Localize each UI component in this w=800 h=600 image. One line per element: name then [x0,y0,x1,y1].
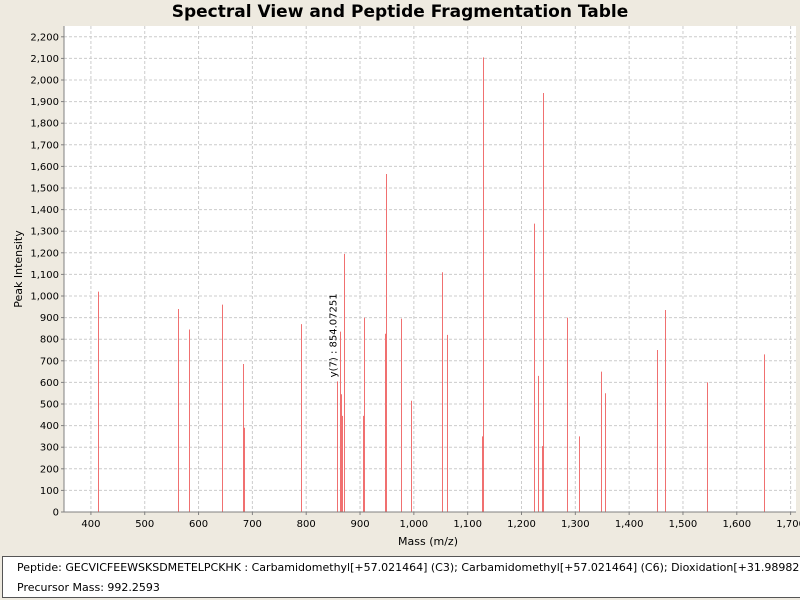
spectrum-plot: 400 500 600 700 800 900 1,000 1,100 1,200 1,300 1,… [12,26,800,548]
x-tick-label: 800 [297,519,316,530]
peak-annotations: y(7) : 854.07251 [328,293,339,377]
y-tick-label: 400 [40,421,59,432]
y-tick-label: 800 [40,335,59,346]
y-axis-ticks: 0 100 200 300 400 500 600 700 800 900 1,000 1,100 1,… [30,32,64,519]
info-panel: Peptide: GECVICFEEWSKSDMETELPCKHK : Carb… [2,556,800,598]
x-tick-label: 1,200 [507,519,536,530]
x-tick-label: 500 [135,519,154,530]
y-tick-label: 2,200 [30,32,59,43]
x-tick-label: 1,000 [400,519,429,530]
y-tick-label: 1,700 [30,140,59,151]
peak-annotation: y(7) : 854.07251 [328,293,339,377]
x-tick-label: 1,500 [669,519,698,530]
y-tick-label: 1,400 [30,205,59,216]
y-tick-label: 1,500 [30,184,59,195]
y-tick-label: 1,100 [30,270,59,281]
x-tick-label: 1,600 [722,519,751,530]
y-tick-label: 300 [40,443,59,454]
y-axis-label: Peak Intensity [12,230,25,308]
peptide-info: Peptide: GECVICFEEWSKSDMETELPCKHK : Carb… [17,561,800,574]
y-tick-label: 1,300 [30,227,59,238]
chart-title: Spectral View and Peptide Fragmentation … [171,2,629,22]
axes [63,26,796,513]
grid-lines [64,26,796,512]
y-tick-label: 1,600 [30,162,59,173]
y-tick-label: 100 [40,486,59,497]
x-tick-label: 1,400 [615,519,644,530]
y-tick-label: 2,100 [30,54,59,65]
y-tick-label: 1,000 [30,292,59,303]
x-axis-ticks: 400 500 600 700 800 900 1,000 1,100 1,200 1,300 1,… [81,512,800,530]
plot-area [64,26,796,512]
x-tick-label: 1,700 [776,519,800,530]
x-tick-label: 900 [350,519,369,530]
y-tick-label: 2,000 [30,76,59,87]
y-tick-label: 500 [40,400,59,411]
x-tick-label: 1,300 [561,519,590,530]
y-tick-label: 900 [40,313,59,324]
peak-series [98,57,765,512]
x-tick-label: 1,100 [453,519,482,530]
x-axis-label: Mass (m/z) [398,535,458,548]
x-tick-label: 700 [243,519,262,530]
y-tick-label: 0 [53,508,59,519]
x-tick-label: 400 [81,519,100,530]
y-tick-label: 700 [40,356,59,367]
y-tick-label: 200 [40,464,59,475]
y-tick-label: 1,800 [30,119,59,130]
precursor-mass: Precursor Mass: 992.2593 [17,581,160,594]
y-tick-label: 1,200 [30,248,59,259]
y-tick-label: 1,900 [30,97,59,108]
x-tick-label: 600 [189,519,208,530]
y-tick-label: 600 [40,378,59,389]
